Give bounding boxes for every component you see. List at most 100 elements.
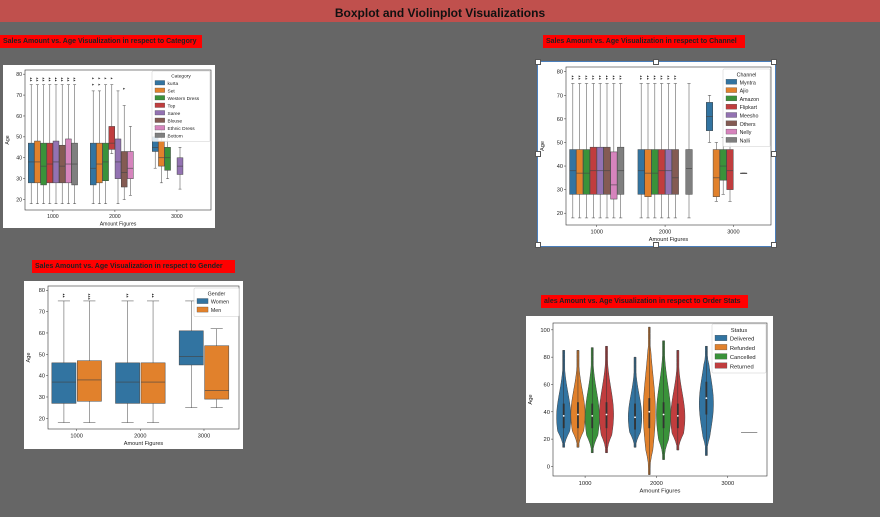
violin-median-dot	[676, 414, 679, 417]
violin-median-dot	[648, 410, 651, 413]
legend-swatch	[154, 80, 165, 86]
outlier-marker	[571, 77, 574, 80]
outlier-marker	[152, 293, 155, 296]
resize-handle-bottom[interactable]	[653, 242, 659, 248]
y-tick-label: 60	[544, 383, 550, 389]
resize-handle-top[interactable]	[653, 59, 659, 65]
outlier-marker	[667, 77, 670, 80]
outlier-marker	[653, 75, 656, 78]
legend-swatch	[154, 87, 165, 93]
violin-median-dot	[591, 414, 594, 417]
outlier-marker	[647, 77, 649, 80]
y-tick-label: 20	[16, 197, 22, 203]
y-axis-label: Age	[26, 353, 32, 363]
box-ethnic-dress	[127, 151, 134, 179]
outlier-marker	[578, 75, 581, 78]
box-others	[671, 149, 679, 195]
gender-chart-label: Sales Amount vs. Age Visualization in re…	[32, 260, 235, 273]
x-tick-label: 1000	[70, 434, 82, 440]
box-meesho	[665, 149, 672, 195]
legend-swatch	[725, 104, 737, 110]
legend-entry: Cancelled	[730, 355, 756, 361]
outlier-marker	[67, 79, 70, 82]
box-ajio	[712, 149, 720, 197]
y-tick-label: 70	[39, 310, 45, 316]
legend-entry: Amazon	[740, 97, 759, 103]
outlier-marker	[667, 75, 670, 78]
legend-entry: Others	[740, 122, 756, 128]
y-tick-label: 40	[557, 164, 563, 170]
status-violinplot-panel[interactable]: 0 20 40 60 80 100 1000 2000 3000 Amount Figures Ag…	[526, 316, 773, 503]
category-chart-svg: 20 30 40 50 60 70 80 1000 2000 3000 Amount Figures…	[5, 69, 212, 227]
status-legend: Status Delivered Refunded Cancelled Returned	[711, 323, 767, 374]
y-tick-label: 0	[547, 464, 550, 470]
outlier-marker	[48, 79, 51, 82]
plot-area-frame	[552, 322, 768, 477]
box-top	[108, 126, 115, 150]
x-axis-label: Amount Figures	[100, 221, 137, 227]
outlier-marker	[123, 87, 126, 90]
outlier-marker	[30, 79, 33, 82]
box-amazon	[651, 149, 659, 195]
y-tick-label: 80	[39, 288, 45, 294]
violin-median-dot	[577, 413, 579, 416]
outlier-marker	[152, 295, 155, 298]
outlier-marker	[571, 75, 574, 78]
legend-entry: Returned	[730, 364, 754, 370]
gender-boxplot-panel[interactable]: 20 30 40 50 60 70 80 1000 2000 3000 Amount Figures…	[24, 281, 243, 449]
outlier-marker	[62, 295, 65, 298]
legend-swatch	[154, 102, 165, 108]
legend-box	[151, 70, 211, 142]
outlier-marker	[30, 77, 33, 80]
y-tick-label: 80	[557, 70, 563, 76]
outlier-marker	[88, 293, 91, 296]
channel-boxplot-panel[interactable]: 20 30 40 50 60 70 80 1000 2000 3000 Amount Figures…	[538, 62, 775, 246]
category-chart-label: Sales Amount vs. Age Visualization in re…	[0, 35, 202, 48]
outlier-marker	[98, 77, 101, 80]
x-tick-label: 1000	[591, 230, 603, 236]
legend-entry: Blouse	[168, 119, 183, 125]
y-tick-label: 30	[16, 176, 22, 182]
y-tick-label: 40	[16, 156, 22, 162]
y-tick-label: 20	[544, 437, 550, 443]
legend-swatch	[714, 335, 728, 341]
violin-median-dot	[705, 397, 708, 400]
outlier-marker	[653, 77, 656, 80]
resize-handle-top-left[interactable]	[535, 59, 541, 65]
box-blouse	[59, 144, 66, 184]
legend-entry: Top	[168, 104, 176, 110]
outlier-marker	[660, 77, 663, 80]
resize-handle-right[interactable]	[771, 151, 777, 157]
y-tick-label: 50	[39, 352, 45, 358]
selection-frame[interactable]	[537, 61, 776, 247]
outlier-marker	[104, 77, 107, 80]
x-axis-label: Amount Figures	[640, 489, 681, 495]
gender-chart-svg: 20 30 40 50 60 70 80 1000 2000 3000 Amount Figures…	[26, 285, 240, 447]
legend-entry: Western Dress	[168, 96, 200, 102]
outlier-marker	[619, 75, 622, 78]
resize-handle-bottom-right[interactable]	[771, 242, 777, 248]
resize-handle-bottom-left[interactable]	[535, 242, 541, 248]
legend-swatch	[154, 117, 165, 123]
y-axis-label: Age	[528, 394, 534, 404]
legend-swatch	[725, 87, 737, 93]
outlier-marker	[612, 75, 615, 78]
legend-entry: Flipkart	[740, 105, 758, 111]
resize-handle-left[interactable]	[535, 151, 541, 157]
channel-chart-svg: 20 30 40 50 60 70 80 1000 2000 3000 Amount Figures…	[540, 66, 772, 243]
legend-entry: Bottom	[168, 134, 183, 140]
box-blouse	[121, 151, 128, 188]
resize-handle-top-right[interactable]	[771, 59, 777, 65]
box-top	[46, 142, 53, 184]
box-myntra	[637, 149, 645, 195]
legend-entry: Women	[211, 300, 229, 306]
legend-entry: Ajio	[740, 89, 749, 95]
box-men	[204, 345, 230, 400]
outlier-marker	[73, 79, 76, 82]
legend-entry: Saree	[168, 111, 181, 117]
legend-swatch	[725, 128, 737, 135]
legend-entry: Meesho	[740, 113, 759, 119]
category-boxplot-panel[interactable]: 20 30 40 50 60 70 80 1000 2000 3000 Amount Figures…	[3, 65, 215, 228]
outlier-marker	[36, 79, 39, 82]
